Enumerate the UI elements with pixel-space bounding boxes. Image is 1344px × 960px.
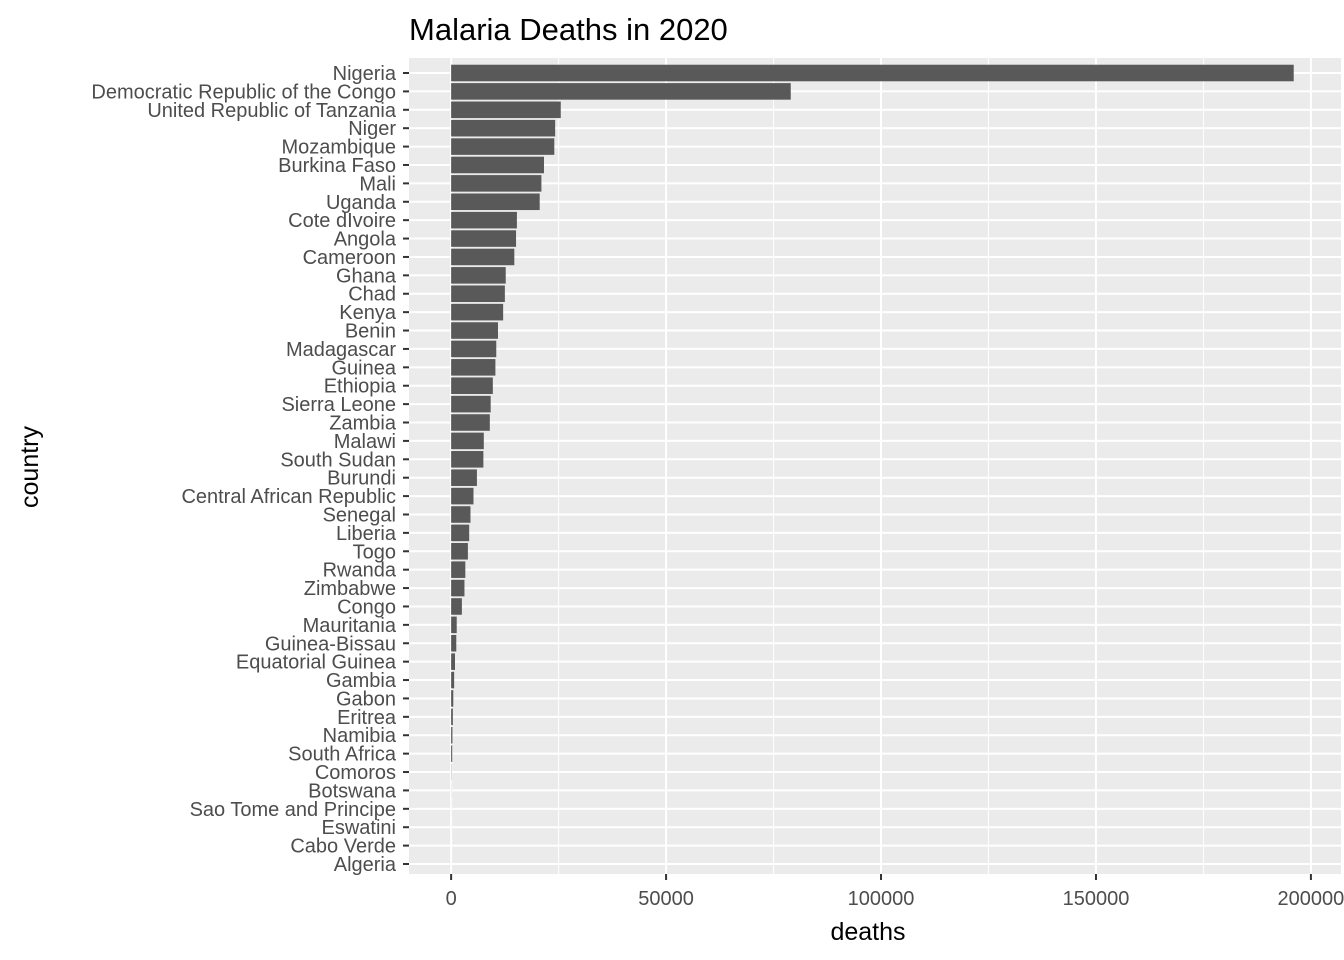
- bar: [451, 726, 453, 744]
- y-tick-label: Cote dIvoire: [288, 210, 396, 232]
- bar: [451, 561, 466, 578]
- y-tick-label: Mozambique: [281, 137, 396, 159]
- x-tick-label: 100000: [848, 888, 915, 910]
- y-tick-label: Comoros: [315, 762, 396, 784]
- y-tick-label: Chad: [348, 284, 396, 306]
- y-tick-label: Algeria: [334, 854, 397, 876]
- y-tick-label: Nigeria: [333, 63, 397, 85]
- bar: [451, 285, 505, 303]
- y-tick-label: Gabon: [336, 688, 396, 710]
- y-tick-label: Mauritania: [303, 615, 397, 637]
- bar: [451, 634, 457, 652]
- bars-group: [451, 64, 1294, 836]
- y-tick-label: Eritrea: [337, 707, 397, 729]
- bar: [451, 506, 471, 523]
- bar: [451, 156, 544, 174]
- bar: [451, 267, 506, 284]
- bar: [451, 138, 555, 155]
- bar: [451, 414, 490, 431]
- plot-panel: [409, 58, 1341, 874]
- x-tick-label: 200000: [1278, 888, 1344, 910]
- y-tick-label: Congo: [337, 596, 396, 618]
- bar: [451, 487, 474, 505]
- y-tick-label: Uganda: [326, 192, 397, 214]
- bar: [451, 671, 455, 689]
- y-tick-label: Cameroon: [303, 247, 396, 269]
- bar: [451, 708, 453, 726]
- bar: [451, 377, 493, 394]
- y-tick-label: Central African Republic: [181, 486, 396, 508]
- major-gridlines: [409, 58, 1341, 874]
- y-tick-label: Niger: [348, 118, 396, 140]
- y-axis-title: country: [16, 426, 44, 508]
- bar: [451, 230, 517, 247]
- minor-gridlines: [558, 58, 1204, 874]
- x-axis-title: deaths: [830, 918, 905, 946]
- y-tick-label: Liberia: [336, 523, 397, 545]
- bar: [451, 211, 517, 229]
- y-tick-label: Cabo Verde: [290, 836, 396, 858]
- bar: [451, 64, 1294, 82]
- bar: [451, 119, 556, 137]
- chart-title: Malaria Deaths in 2020: [409, 12, 728, 47]
- y-tick-label: Togo: [353, 541, 396, 563]
- y-tick-label: Ethiopia: [324, 376, 397, 398]
- y-tick-label: Sao Tome and Principe: [190, 799, 396, 821]
- bar: [451, 322, 498, 339]
- y-tick-label: Malawi: [334, 431, 396, 453]
- y-tick-label: Benin: [345, 321, 396, 343]
- y-tick-label: Zimbabwe: [304, 578, 396, 600]
- y-tick-label: Equatorial Guinea: [236, 652, 397, 674]
- y-tick-label: Ghana: [336, 265, 397, 287]
- bar: [451, 175, 542, 192]
- bar: [451, 745, 453, 762]
- bar: [451, 303, 504, 321]
- y-tick-label: Zambia: [329, 413, 397, 435]
- bar: [451, 524, 470, 542]
- y-tick-label: South Sudan: [280, 449, 396, 471]
- y-tick-label: Democratic Republic of the Congo: [91, 81, 396, 103]
- y-tick-label: Burkina Faso: [278, 155, 396, 177]
- bar: [451, 359, 496, 376]
- bar: [451, 653, 455, 670]
- y-tick-label: Angola: [334, 229, 397, 251]
- y-tick-label: Rwanda: [323, 560, 397, 582]
- bar: [451, 616, 457, 634]
- bar: [451, 469, 477, 486]
- x-tick-label: 150000: [1063, 888, 1130, 910]
- y-tick-label: Madagascar: [286, 339, 396, 361]
- bar: [451, 598, 462, 615]
- x-tick-label: 50000: [638, 888, 694, 910]
- y-tick-label: Kenya: [339, 302, 397, 324]
- y-tick-label: Senegal: [323, 504, 396, 526]
- y-tick-label: Mali: [359, 173, 396, 195]
- bar: [451, 432, 484, 450]
- y-tick-label: South Africa: [288, 744, 397, 766]
- bar: [451, 690, 454, 707]
- y-tick-label: Guinea-Bissau: [265, 633, 396, 655]
- y-tick-label: Guinea: [332, 357, 397, 379]
- y-tick-label: Burundi: [327, 468, 396, 490]
- bar: [451, 395, 491, 413]
- y-tick-label: Eswatini: [322, 817, 396, 839]
- y-tick-label: Namibia: [323, 725, 397, 747]
- bar: [451, 83, 791, 100]
- y-tick-label: Sierra Leone: [281, 394, 396, 416]
- x-axis: 0 50000 100000 150000 200000: [446, 874, 1344, 910]
- bar: [451, 340, 497, 358]
- bar: [451, 193, 540, 211]
- bar: [451, 543, 468, 560]
- bar: [451, 101, 561, 119]
- bar: [451, 451, 484, 468]
- y-tick-label: Gambia: [326, 670, 397, 692]
- y-tick-label: United Republic of Tanzania: [147, 100, 397, 122]
- y-tick-label: Botswana: [308, 780, 397, 802]
- x-tick-label: 0: [446, 888, 457, 910]
- bar: [451, 248, 515, 266]
- bar: [451, 579, 465, 597]
